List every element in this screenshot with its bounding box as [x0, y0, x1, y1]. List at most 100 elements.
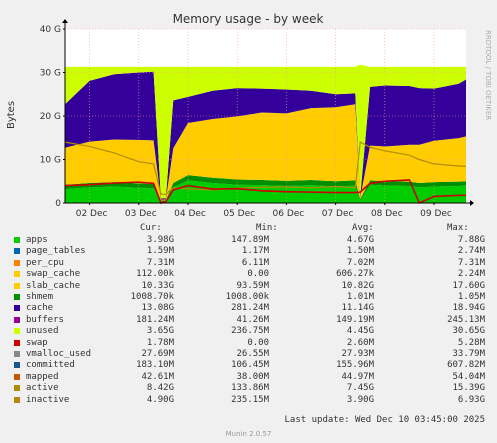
legend-row-committed: committed 183.10M 106.45M 155.96M 607.82M [0, 360, 497, 371]
legend-min: 147.89M [231, 235, 269, 245]
legend-name: swap_cache [26, 269, 81, 280]
rrdtool-credit: RRDTOOL / TOBI OETIKER [484, 30, 492, 120]
legend-min: 6.11M [241, 257, 269, 268]
legend-cur: 183.10M [136, 360, 174, 371]
legend-avg: 155.96M [336, 360, 374, 371]
legend-swatch [14, 362, 20, 369]
x-tick-label: 05 Dec [223, 209, 255, 219]
legend-name: page_tables [26, 246, 86, 257]
legend-row-active: active 8.42G 133.86M 7.45G 15.39G [0, 383, 497, 394]
legend-row-slab_cache: slab_cache 10.33G 93.59M 10.82G 17.60G [0, 281, 497, 292]
legend-min: 41.26M [236, 314, 269, 325]
y-axis-arrow [62, 19, 68, 23]
legend-max: 245.13M [447, 314, 485, 325]
legend-cur: 7.31M [146, 257, 174, 268]
legend-name: swap [26, 337, 48, 348]
legend-name: per_cpu [26, 257, 64, 268]
legend-avg: 44.97M [341, 371, 374, 382]
legend-name: vmalloc_used [26, 349, 92, 359]
legend-row-unused: unused 3.65G 236.75M 4.45G 30.65G [0, 326, 497, 337]
legend-max: 54.04M [452, 371, 485, 382]
last-update: Last update: Wed Dec 10 03:45:00 2025 [284, 415, 485, 425]
legend-cur: 10.33G [141, 280, 174, 291]
legend-cur: 112.00k [136, 269, 174, 280]
legend-min: 0.00 [247, 337, 269, 348]
x-tick-label: 06 Dec [273, 209, 305, 219]
legend-name: inactive [26, 394, 70, 405]
legend-cur: 1.59M [146, 246, 174, 257]
legend-max: 2.24M [457, 269, 485, 280]
legend-min: 235.15M [231, 394, 269, 405]
y-tick-label: 20 G [40, 112, 61, 122]
legend-min: 0.00 [247, 269, 269, 280]
x-axis-arrow [470, 200, 474, 206]
legend-min: 26.55M [236, 349, 269, 359]
legend-cur: 8.42G [146, 383, 174, 394]
legend-swatch [14, 316, 20, 323]
legend-swatch [14, 351, 20, 357]
overlay-lines [64, 141, 467, 205]
legend-cur: 3.98G [146, 235, 174, 245]
legend-name: shmem [26, 292, 54, 302]
legend-row-apps: apps 3.98G 147.89M 4.67G 7.88G [0, 235, 497, 246]
legend-cur: 13.08G [141, 303, 174, 314]
legend-avg: 4.45G [346, 326, 374, 337]
legend-min: 93.59M [236, 280, 269, 291]
header-min: Min: [256, 223, 278, 233]
legend-max: 15.39G [452, 383, 485, 394]
legend-avg: 10.82G [341, 280, 374, 291]
legend-max: 6.93G [457, 394, 485, 405]
y-tick-label: 40 G [40, 25, 61, 35]
legend-swatch [14, 294, 20, 300]
legend-swatch [14, 396, 20, 403]
legend-avg: 606.27k [336, 269, 374, 280]
legend-avg: 1.50M [346, 246, 374, 257]
legend-min: 133.86M [231, 383, 269, 394]
legend-name: slab_cache [26, 280, 81, 291]
legend-min: 38.00M [236, 371, 269, 382]
legend-swatch [14, 237, 20, 243]
legend-row-shmem: shmem 1008.70k 1008.00k 1.01M 1.05M [0, 292, 497, 303]
area-cache [65, 71, 466, 200]
legend-avg: 27.93M [341, 349, 374, 359]
chart-title: Memory usage - by week [173, 12, 324, 26]
x-tick-label: 03 Dec [125, 209, 157, 219]
header-avg: Avg: [352, 223, 374, 233]
x-tick-label: 09 Dec [420, 209, 452, 219]
line-swap [64, 179, 467, 205]
axes: 0 10 G 20 G 30 G 40 G 02 Dec 03 Dec 04 Dec 05 De… [40, 19, 474, 219]
legend-max: 607.82M [447, 360, 485, 371]
legend-avg: 149.19M [336, 314, 374, 325]
legend-name: apps [26, 235, 48, 245]
line-active [64, 141, 467, 195]
legend-cur: 181.24M [136, 314, 174, 325]
legend-swatch [14, 259, 20, 266]
legend-min: 281.24M [231, 303, 269, 314]
legend-name: cache [26, 303, 54, 314]
legend-max: 1.05M [457, 292, 485, 302]
header-cur: Cur: [140, 223, 162, 233]
legend-cur: 4.90G [146, 394, 174, 405]
legend-row-vmalloc_used: vmalloc_used 27.69M 26.55M 27.93M 33.79M [0, 349, 497, 360]
legend-cur: 27.69M [141, 349, 174, 359]
legend-name: unused [26, 326, 59, 337]
legend-max: 2.74M [457, 246, 485, 257]
y-tick-label: 10 G [40, 156, 61, 166]
legend-avg: 7.02M [346, 257, 374, 268]
area-slab [65, 104, 466, 201]
legend-avg: 2.60M [346, 337, 374, 348]
legend-name: buffers [26, 314, 64, 325]
footer-credit: Munin 2.0.57 [225, 430, 272, 438]
legend-max: 18.94G [452, 303, 485, 314]
legend-max: 30.65G [452, 326, 485, 337]
legend-max: 5.28M [457, 337, 485, 348]
legend-cur: 1.78M [146, 337, 174, 348]
y-tick-label: 30 G [40, 69, 61, 79]
legend-cur: 3.65G [146, 326, 174, 337]
legend-row-mapped: mapped 42.61M 38.00M 44.97M 54.04M [0, 372, 497, 383]
legend-max: 33.79M [452, 349, 485, 359]
legend-row-inactive: inactive 4.90G 235.15M 3.90G 6.93G [0, 395, 497, 406]
legend-cur: 1008.70k [130, 292, 174, 302]
legend-avg: 1.01M [346, 292, 374, 302]
area-misc [65, 175, 466, 202]
